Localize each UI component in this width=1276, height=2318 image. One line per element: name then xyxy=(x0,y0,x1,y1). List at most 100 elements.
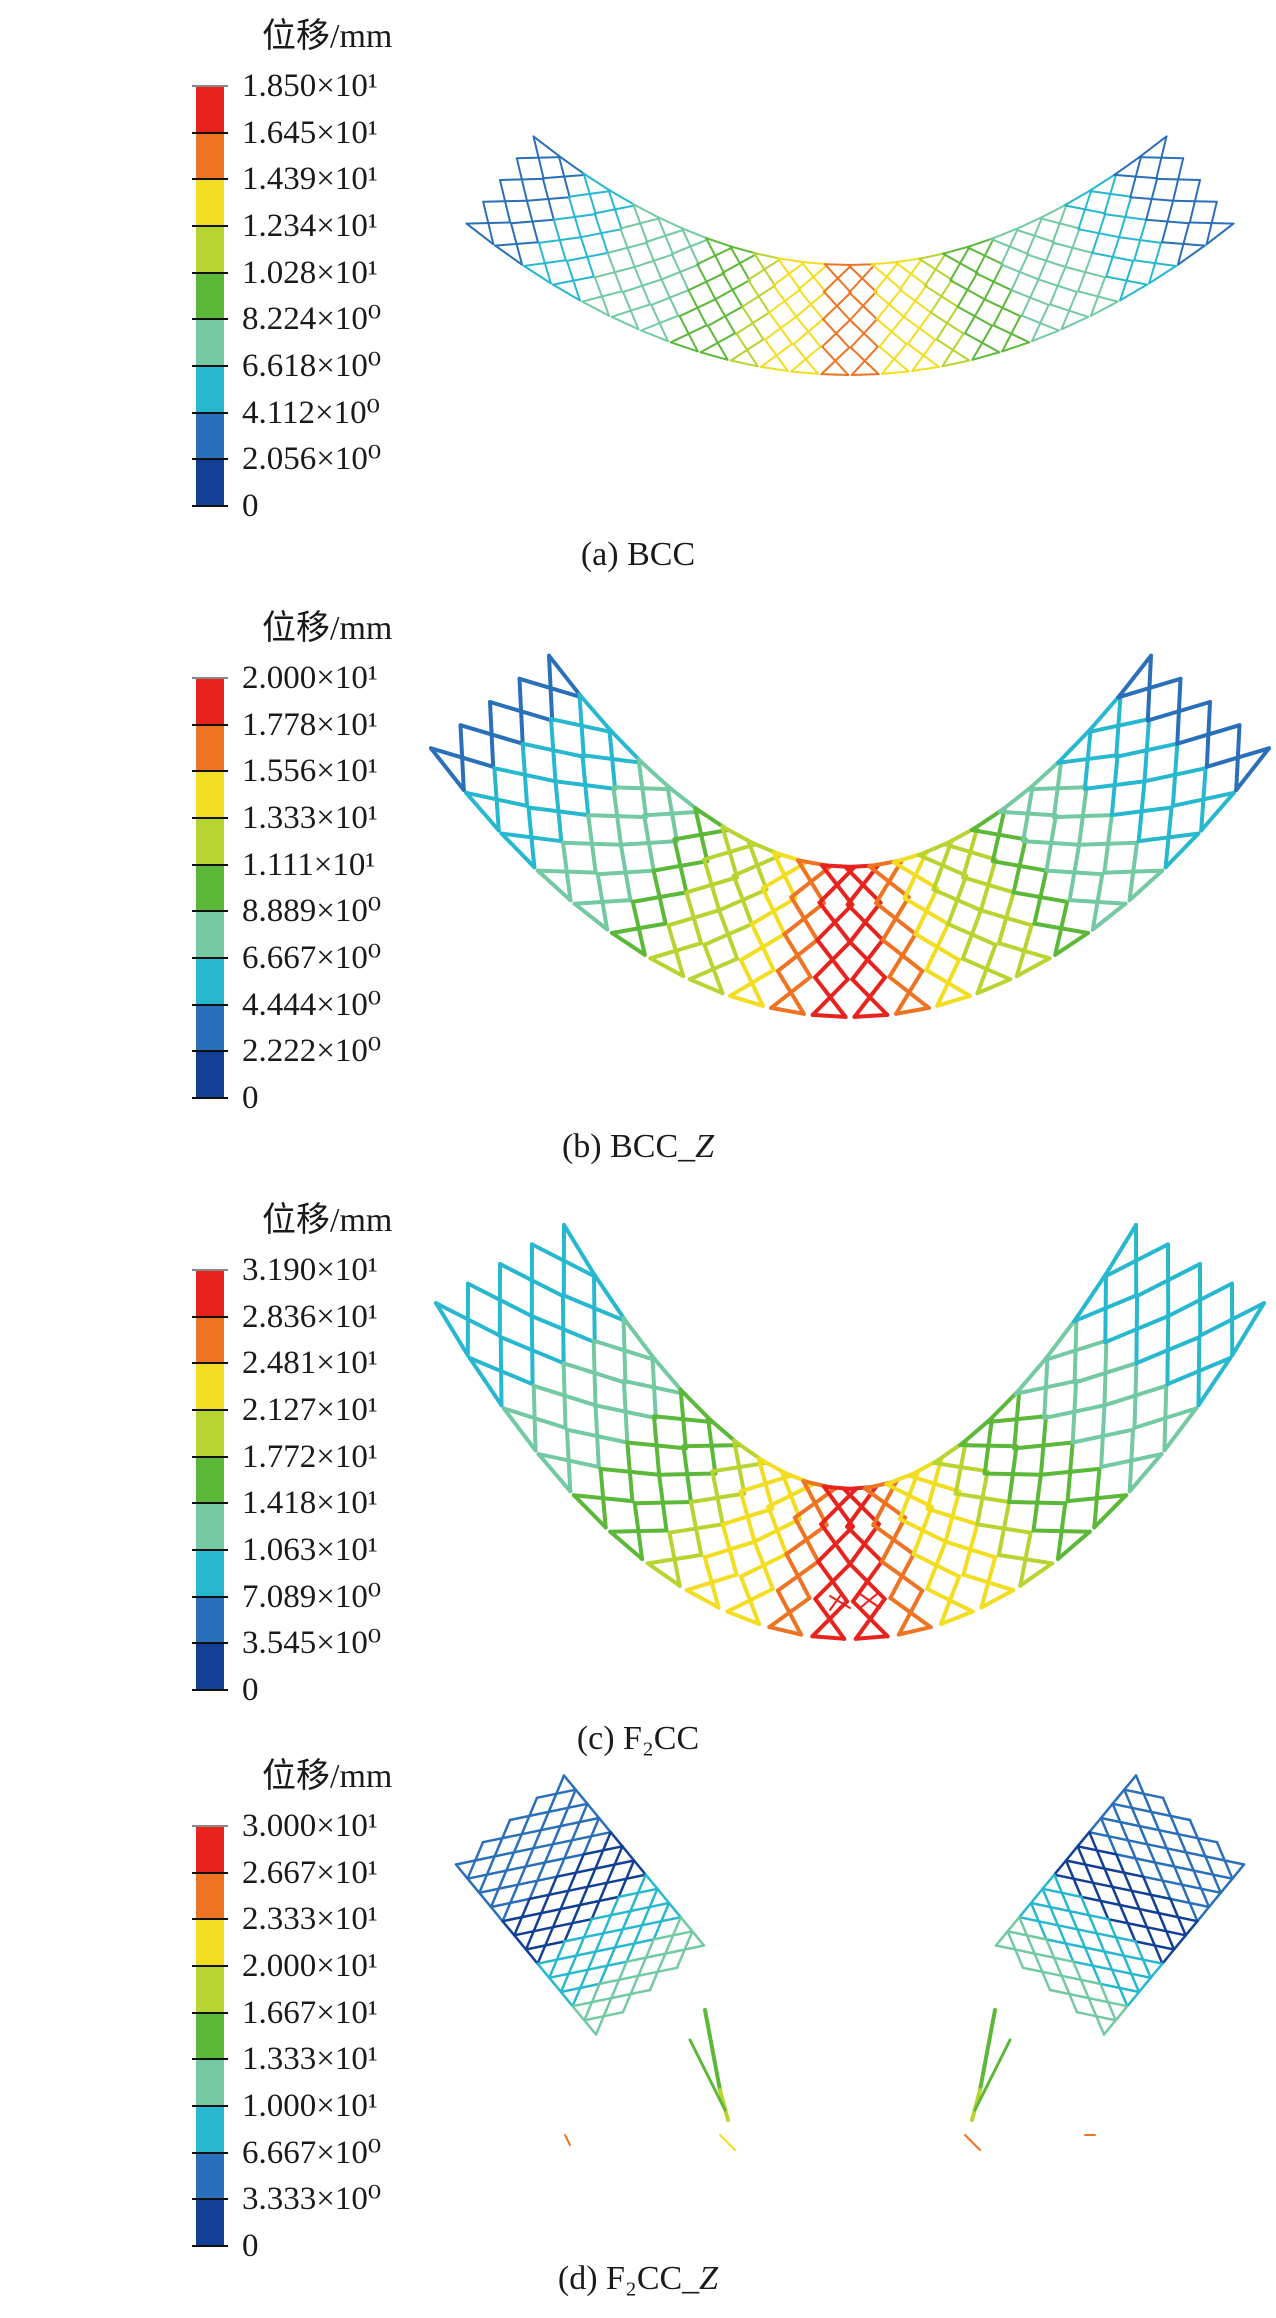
lattice-strut xyxy=(1136,1295,1137,1363)
lattice-strut xyxy=(882,1518,905,1562)
colorbar-segment xyxy=(196,1410,224,1457)
colorbar-tick-label: 2.667×10¹ xyxy=(242,1856,378,1890)
lattice-strut xyxy=(701,333,735,352)
lattice-strut xyxy=(1207,702,1210,767)
colorbar-tick xyxy=(192,1269,228,1271)
lattice-strut xyxy=(612,304,650,317)
lattice-strut xyxy=(635,254,674,267)
colorbar-tick xyxy=(192,1502,228,1504)
lattice-strut xyxy=(817,905,852,940)
lattice-strut xyxy=(900,258,923,289)
lattice-strut xyxy=(883,897,909,940)
lattice-strut xyxy=(584,2020,596,2034)
colorbar-tick xyxy=(192,412,228,414)
colorbar-segment xyxy=(196,133,224,180)
lattice-strut xyxy=(715,280,749,299)
lattice-strut xyxy=(723,254,757,273)
lattice-strut xyxy=(575,900,631,904)
lattice-strut xyxy=(689,273,725,290)
colorbar-segment xyxy=(196,413,224,460)
lattice-strut xyxy=(975,2040,1010,2110)
lattice-strut xyxy=(727,1589,773,1612)
colorbar-tick xyxy=(192,1918,228,1920)
lattice-strut xyxy=(517,157,561,158)
lattice-strut xyxy=(1008,1917,1020,1931)
colorbar-segment xyxy=(196,1457,224,1504)
lattice-strut xyxy=(812,1636,844,1639)
lattice-strut xyxy=(985,264,1003,299)
caption: (a) BCC xyxy=(0,536,1276,574)
lattice-strut xyxy=(1012,254,1029,290)
lattice-strut xyxy=(1232,1865,1244,1879)
lattice-strut xyxy=(761,344,792,367)
colorbar-segment xyxy=(196,2199,224,2246)
lattice-strut xyxy=(1050,267,1065,304)
lattice-strut xyxy=(1094,1469,1099,1528)
lattice-strut xyxy=(1101,1405,1104,1467)
lattice-strut xyxy=(651,290,688,305)
colorbar-tick-label: 1.111×10¹ xyxy=(242,848,375,882)
lattice-strut xyxy=(731,339,764,360)
colorbar-tick-label: 1.850×10¹ xyxy=(242,69,378,103)
colorbar xyxy=(196,1826,224,2246)
lattice-strut xyxy=(576,1790,588,1804)
lattice-strut xyxy=(1113,1790,1125,1804)
lattice-strut xyxy=(882,372,909,374)
lattice-strut xyxy=(613,787,671,789)
lattice-strut xyxy=(882,344,906,374)
lattice-strut xyxy=(791,347,820,372)
colorbar-segment xyxy=(196,1363,224,1410)
colorbar-tick-label: 1.028×10¹ xyxy=(242,256,378,290)
lattice-strut xyxy=(813,979,848,1015)
lattice-strut xyxy=(850,903,881,942)
lattice-strut xyxy=(912,367,939,371)
lattice-strut xyxy=(813,1015,846,1017)
lattice-strut xyxy=(634,1861,646,1875)
lattice-strut xyxy=(741,934,785,960)
lattice-strut xyxy=(564,1776,576,1790)
colorbar-tick-label: 1.234×10¹ xyxy=(242,209,378,243)
colorbar-tick xyxy=(192,2245,228,2247)
lattice-deformation-figure xyxy=(470,612,1230,1112)
colorbar-segment xyxy=(196,911,224,958)
lattice-strut xyxy=(720,2135,735,2150)
colorbar-tick xyxy=(192,1409,228,1411)
colorbar-tick-label: 3.000×10¹ xyxy=(242,1809,378,1843)
lattice-strut xyxy=(697,247,733,264)
lattice-strut xyxy=(993,290,1011,325)
lattice-strut xyxy=(467,223,511,224)
lattice-strut xyxy=(1145,719,1150,781)
colorbar-segment xyxy=(196,459,224,506)
colorbar-tick-label: 3.545×10⁰ xyxy=(242,1626,381,1660)
colorbar-tick xyxy=(192,1456,228,1458)
colorbar-tick-label: 1.778×10¹ xyxy=(242,708,378,742)
lattice-strut xyxy=(538,1964,550,1978)
lattice-strut xyxy=(1209,1893,1221,1907)
colorbar-segment xyxy=(196,273,224,320)
colorbar-tick-label: 7.089×10⁰ xyxy=(242,1580,381,1614)
colorbar-tick-label: 6.618×10⁰ xyxy=(242,349,381,383)
colorbar-tick xyxy=(192,178,228,180)
lattice-strut xyxy=(635,1502,691,1503)
lattice-strut xyxy=(684,1445,740,1446)
colorbar-tick-label: 0 xyxy=(242,489,259,523)
lattice-strut xyxy=(926,924,948,970)
lattice-strut xyxy=(610,1531,666,1532)
lattice-strut xyxy=(1105,1341,1107,1406)
lattice-strut xyxy=(1201,768,1205,830)
colorbar-tick-label: 6.667×10⁰ xyxy=(242,941,381,975)
colorbar-segment xyxy=(196,958,224,1005)
colorbar-tick xyxy=(192,770,228,772)
colorbar-segment xyxy=(196,2059,224,2106)
colorbar-tick xyxy=(192,817,228,819)
colorbar-tick xyxy=(192,1050,228,1052)
lattice-strut xyxy=(622,1846,634,1860)
lattice-strut xyxy=(1116,2006,1128,2020)
lattice-strut xyxy=(821,374,848,375)
lattice-strut xyxy=(980,2010,995,2090)
lattice-strut xyxy=(916,888,938,934)
lattice-strut xyxy=(588,815,646,817)
lattice-strut xyxy=(927,1542,945,1589)
